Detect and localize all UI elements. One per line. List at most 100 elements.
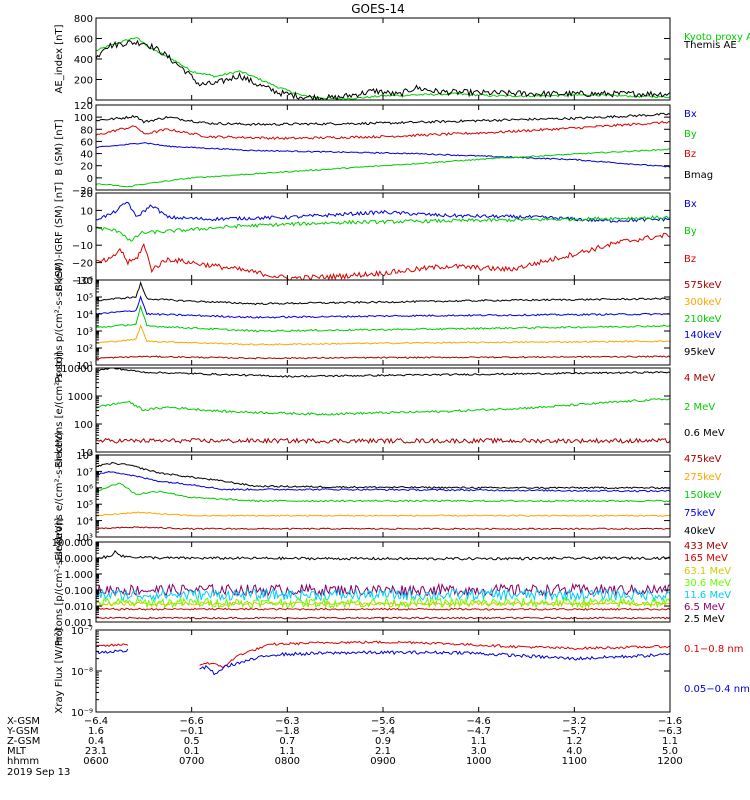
series-300kev [96,324,670,346]
series-63-1-mev [96,601,670,607]
legend-75kev: 75keV [684,508,715,519]
series-11-6-mev [96,587,670,602]
y-axis-label: Electrons [e/(cm²-s-sr)] [54,352,65,468]
y-tick-label: 0 [87,224,93,235]
panel-frame [95,17,671,101]
series-4-mev [96,437,670,445]
legend-bx: Bx [684,199,697,210]
panel-7: 0.001 0.010 0.100 1.000 10.000 100.000Protons… [52,518,732,646]
y-tick-label: −30 [72,276,93,287]
y-tick-label: 100 [74,113,93,124]
axis-row-value: 23.1 [85,746,107,757]
axis-row-value: −6.3 [275,716,299,727]
y-tick-label: 100 [74,420,93,431]
y-tick-label: 10⁸ [76,451,93,462]
series-140kev [96,295,670,319]
series-2-mev [96,397,670,416]
axis-row-value: −3.2 [562,716,586,727]
axis-row-value: 1.6 [88,726,104,737]
axis-row-value: 0.1 [184,746,200,757]
axis-row-value: 1.1 [279,746,295,757]
axis-row-value: −5.6 [371,716,395,727]
y-tick-label: 10 [80,448,93,459]
series-bz [96,120,670,141]
axis-row-label: MLT [7,746,27,757]
axis-row-value: 0700 [179,756,204,767]
y-tick-label: 10.000 [58,554,93,565]
y-tick-label: −10 [72,241,93,252]
axis-row-value: 1000 [466,756,491,767]
y-tick-label: 10⁻⁹ [71,708,93,719]
y-tick-label: 10⁷ [76,467,93,478]
y-axis-label: Protons p/(cm²-s-sr-keV) [54,262,65,383]
axis-row-value: 1100 [562,756,587,767]
axis-row-value: −0.1 [180,726,204,737]
legend-bmag: Bmag [684,170,713,181]
axis-row-value: −4.6 [467,716,491,727]
axis-row-value: 4.0 [566,746,582,757]
series-bx [96,201,670,223]
axis-row-value: 0.9 [375,736,391,747]
series-575kev [96,355,670,360]
axis-row-value: 1200 [657,756,682,767]
axis-row-value: −4.7 [467,726,491,737]
y-tick-label: 10² [76,344,93,355]
series-0-6-mev [96,368,670,378]
legend-300kev: 300keV [684,297,722,308]
legend-2-mev: 2 MeV [684,402,715,413]
y-axis-label: AE_index [nT] [54,24,65,93]
axis-row-value: −6.3 [658,726,682,737]
panel-6: 10³ 10⁴ 10⁵ 10⁶ 10⁷ 10⁸ Electrons e/(cm²-s-sr-… [54,431,722,560]
y-tick-label: 10³ [76,533,93,544]
panel-3: −30 −20 −10 0 10 20 B (SM)-IGRF (SM) [nT] Bx By B… [54,182,697,291]
series-2-5-mev [96,550,670,561]
series-75kev [96,470,670,493]
axis-row-value: 1.1 [471,736,487,747]
series-by [96,148,670,188]
panel-4: 10¹ 10² 10³ 10⁴ 10⁵ 10⁶ Protons p/(cm²-s-sr-ke… [54,262,722,383]
y-tick-label: 20 [80,189,93,200]
plot-title: GOES-14 [351,2,405,16]
legend-0-05-0-4-nm: 0.05−0.4 nm [684,684,750,695]
y-tick-label: −20 [72,259,93,270]
axis-row-value: −3.4 [371,726,395,737]
date-label: 2019 Sep 13 [7,767,70,778]
axis-row-value: −1.6 [658,716,682,727]
y-tick-label: 60 [80,137,93,148]
axis-row-label: hhmm [7,756,39,767]
series-by [96,214,670,242]
series-6-5-mev [96,582,670,598]
legend-0-6-mev: 0.6 MeV [684,428,725,439]
y-tick-label: 0.001 [64,618,93,629]
legend-by: By [684,226,697,237]
y-tick-label: 1000 [68,392,93,403]
legend-575kev: 575keV [684,280,722,291]
y-tick-label: 40 [80,150,93,161]
panel-8: 10⁻⁹ 10⁻⁸ 10⁻⁷ Xray Flux [W/m²] 0.1−0.8 nm 0.… [54,626,750,719]
y-tick-label: 10000 [61,364,93,375]
y-tick-label: 10³ [76,327,93,338]
y-tick-label: 10⁶ [76,484,93,495]
legend-475kev: 475keV [684,454,722,465]
y-tick-label: 10 [80,206,93,217]
y-tick-label: 10⁴ [76,517,93,528]
legend-150kev: 150keV [684,490,722,501]
y-axis-label: B (SM)-IGRF (SM) [nT] [54,182,65,291]
axis-row-value: 1.1 [662,736,678,747]
legend-63-1-mev: 63.1 MeV [684,566,731,577]
legend-0-1-0-8-nm: 0.1−0.8 nm [684,644,743,655]
axis-row-value: 0.7 [279,736,295,747]
axis-row-value: −5.7 [562,726,586,737]
series-95kev [96,280,670,306]
y-tick-label: 100.000 [52,538,93,549]
legend-6-5-mev: 6.5 MeV [684,602,725,613]
legend-210kev: 210keV [684,314,722,325]
series-bmag [96,112,670,127]
legend-95kev: 95keV [684,347,715,358]
legend-kyoto-proxy-ae: Kyoto proxy AE [684,32,750,43]
series-150kev [96,482,670,503]
series-themis-ae [96,39,670,100]
y-axis-label: Electrons e/(cm²-s-sr-keV) [54,431,65,560]
